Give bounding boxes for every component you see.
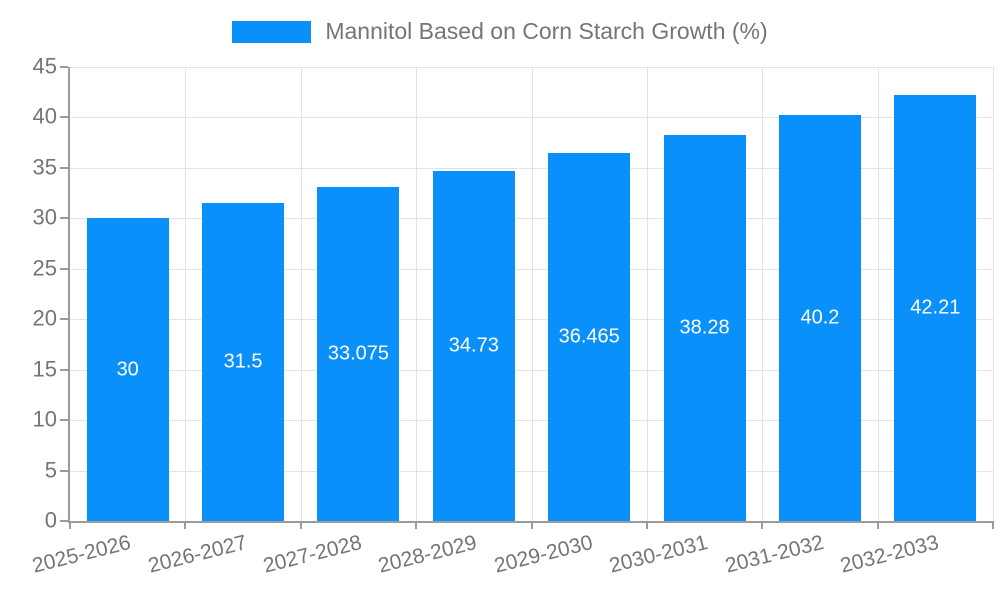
bar-value-label: 33.075: [327, 342, 390, 365]
category-slot: 40.2: [762, 67, 877, 521]
y-tick-label: 35: [32, 154, 57, 180]
bar-value-label: 38.28: [679, 316, 730, 339]
bar: 30: [86, 218, 169, 521]
y-tick-mark: [60, 520, 68, 522]
x-category-label: 2028-2029: [376, 531, 480, 578]
x-gridline: [185, 67, 187, 521]
x-tick-mark: [299, 521, 302, 529]
x-gridline: [877, 67, 879, 521]
bar: 31.5: [202, 203, 285, 521]
y-tick-mark: [60, 166, 68, 169]
bar: 36.465: [548, 153, 631, 521]
x-tick-mark: [761, 521, 764, 529]
bar-value-label: 42.21: [910, 296, 961, 319]
bar: 38.28: [663, 134, 746, 521]
legend-label: Mannitol Based on Corn Starch Growth (%): [325, 18, 768, 44]
bar-slots: 30 31.5 33.075 34.73 36.465 38.28 40.2 42.21: [70, 67, 993, 521]
y-tick-label: 20: [32, 305, 57, 331]
x-tick-mark: [415, 521, 418, 529]
y-tick-label: 5: [44, 457, 57, 483]
y-tick-label: 25: [32, 255, 57, 281]
y-tick-label: 45: [32, 53, 57, 79]
x-category-label: 2025-2026: [30, 531, 134, 578]
bar-value-label: 30: [116, 358, 139, 381]
x-tick-mark: [645, 521, 648, 529]
category-slot: 34.73: [416, 67, 531, 521]
y-tick-mark: [60, 66, 68, 68]
category-slot: 33.075: [301, 67, 416, 521]
y-tick-label: 40: [32, 103, 57, 129]
x-category-label: 2031-2032: [722, 531, 826, 578]
x-gridline: [531, 67, 533, 521]
bar: 34.73: [432, 170, 515, 521]
x-gridline: [762, 67, 764, 521]
x-tick-mark: [184, 521, 187, 529]
category-slot: 42.21: [878, 67, 993, 521]
x-category-label: 2027-2028: [260, 531, 365, 578]
x-category-label: 2026-2027: [145, 531, 249, 578]
bar: 33.075: [317, 187, 400, 521]
x-category-label: 2032-2033: [837, 531, 941, 578]
category-slot: 30: [70, 67, 185, 521]
x-tick-mark: [530, 521, 533, 529]
y-tick-label: 0: [44, 507, 57, 533]
plot-area: 0 5 10 15 20 25 30 35 40 45 30 31.5 33.075 34.73 36.46…: [30, 53, 994, 578]
y-tick-mark: [60, 419, 68, 422]
bar: 40.2: [778, 115, 861, 521]
y-tick-mark: [60, 217, 68, 220]
category-slot: 38.28: [647, 67, 762, 521]
legend-swatch-icon: [232, 20, 312, 43]
bar-value-label: 36.465: [558, 325, 620, 348]
bar: 42.21: [894, 95, 977, 521]
x-tick-mark: [876, 521, 879, 529]
legend[interactable]: Mannitol Based on Corn Starch Growth (%): [0, 18, 1000, 45]
bar-value-label: 40.2: [800, 306, 840, 329]
x-gridline: [300, 67, 302, 521]
x-gridline: [646, 67, 648, 521]
category-slot: 31.5: [185, 67, 300, 521]
bar-value-label: 31.5: [223, 350, 263, 373]
y-tick-label: 15: [32, 356, 57, 382]
x-gridline: [416, 67, 418, 521]
x-tick-mark: [69, 521, 71, 529]
x-gridline: [993, 67, 994, 521]
x-category-label: 2030-2031: [607, 531, 711, 578]
y-tick-mark: [60, 368, 68, 371]
y-tick-mark: [60, 267, 68, 270]
x-tick-mark: [992, 521, 994, 529]
y-tick-mark: [60, 318, 68, 321]
bar-value-label: 34.73: [448, 334, 499, 357]
category-slot: 36.465: [532, 67, 647, 521]
y-tick-mark: [60, 469, 68, 472]
y-tick-mark: [60, 116, 68, 119]
x-category-label: 2029-2030: [491, 531, 595, 578]
y-tick-label: 10: [32, 406, 57, 432]
y-tick-label: 30: [32, 204, 57, 230]
